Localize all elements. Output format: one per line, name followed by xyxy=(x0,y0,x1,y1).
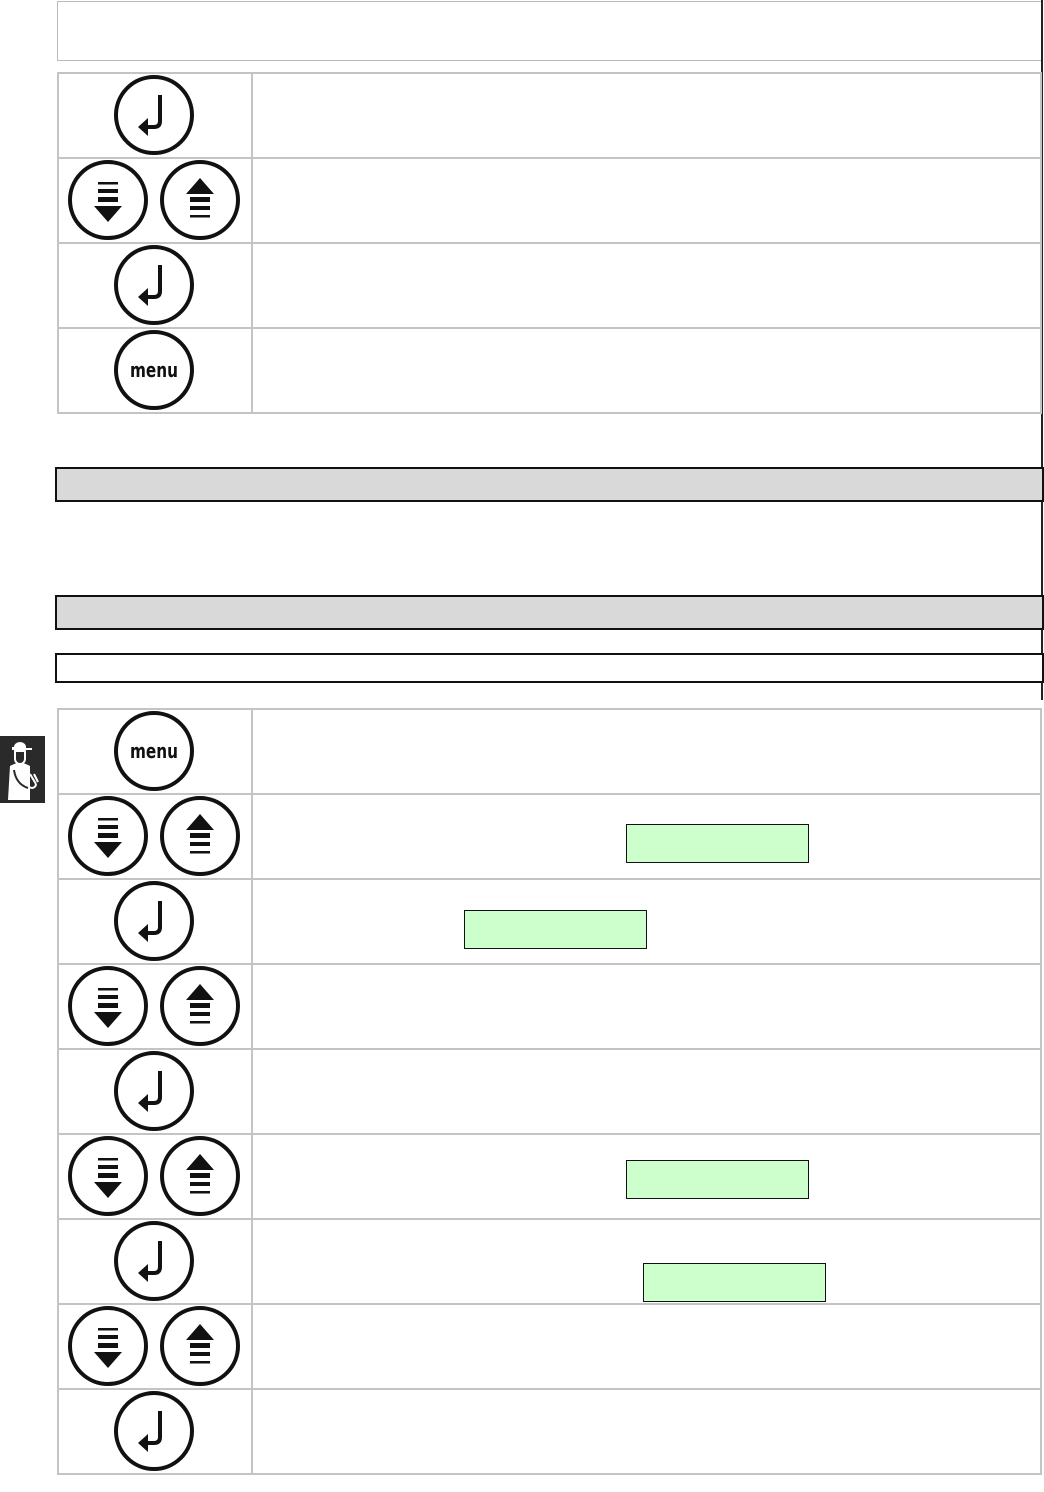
menu-button-icon[interactable]: menu xyxy=(114,329,196,412)
note-box xyxy=(57,1,1042,61)
scroll-up-button-icon[interactable] xyxy=(160,965,242,1048)
service-technician-icon xyxy=(0,736,45,803)
key-cell xyxy=(57,72,253,159)
description-cell xyxy=(251,1048,1042,1135)
scroll-down-button-icon[interactable] xyxy=(68,795,150,878)
step-row xyxy=(57,1218,1042,1305)
display-value-box xyxy=(626,824,809,863)
description-cell xyxy=(251,242,1042,329)
scroll-up-button-icon[interactable] xyxy=(160,1135,242,1218)
key-cell: menu xyxy=(57,708,253,795)
description-cell xyxy=(251,157,1042,244)
key-cell xyxy=(57,878,253,965)
description-cell xyxy=(251,708,1042,795)
step-row xyxy=(57,157,1042,244)
key-cell xyxy=(57,157,253,244)
step-row: menu xyxy=(57,708,1042,795)
svg-text:menu: menu xyxy=(130,739,178,763)
scroll-down-button-icon[interactable] xyxy=(68,159,150,242)
step-row xyxy=(57,72,1042,159)
enter-button-icon[interactable] xyxy=(114,1220,196,1303)
step-row xyxy=(57,1303,1042,1390)
step-row xyxy=(57,1388,1042,1475)
enter-button-icon[interactable] xyxy=(114,74,196,157)
key-cell: menu xyxy=(57,327,253,414)
step-row xyxy=(57,793,1042,880)
scroll-up-button-icon[interactable] xyxy=(160,795,242,878)
step-row xyxy=(57,963,1042,1050)
section-heading-bar xyxy=(55,467,1044,502)
enter-button-icon[interactable] xyxy=(114,880,196,963)
scroll-up-button-icon[interactable] xyxy=(160,1305,242,1388)
key-cell xyxy=(57,1218,253,1305)
step-row xyxy=(57,1133,1042,1220)
enter-button-icon[interactable] xyxy=(114,1050,196,1133)
description-cell xyxy=(251,1388,1042,1475)
scroll-down-button-icon[interactable] xyxy=(68,1305,150,1388)
step-row xyxy=(57,1048,1042,1135)
display-value-box xyxy=(464,910,647,949)
display-value-box xyxy=(643,1263,826,1302)
key-cell xyxy=(57,1048,253,1135)
description-cell xyxy=(251,72,1042,159)
key-cell xyxy=(57,1133,253,1220)
scroll-down-button-icon[interactable] xyxy=(68,965,150,1048)
subsection-bar xyxy=(55,653,1044,683)
key-steps-table-1: menu xyxy=(57,72,1042,414)
description-cell xyxy=(251,327,1042,414)
scroll-up-button-icon[interactable] xyxy=(160,159,242,242)
step-row xyxy=(57,242,1042,329)
description-cell xyxy=(251,963,1042,1050)
menu-button-icon[interactable]: menu xyxy=(114,710,196,793)
section-heading-bar xyxy=(55,595,1044,630)
enter-button-icon[interactable] xyxy=(114,1390,196,1473)
key-cell xyxy=(57,793,253,880)
key-cell xyxy=(57,1303,253,1390)
key-steps-table-2: menu xyxy=(57,708,1042,1475)
svg-text:menu: menu xyxy=(130,358,178,382)
key-cell xyxy=(57,963,253,1050)
page-edge-line xyxy=(1041,0,1043,700)
step-row: menu xyxy=(57,327,1042,414)
scroll-down-button-icon[interactable] xyxy=(68,1135,150,1218)
key-cell xyxy=(57,1388,253,1475)
enter-button-icon[interactable] xyxy=(114,244,196,327)
description-cell xyxy=(251,1303,1042,1390)
display-value-box xyxy=(626,1160,809,1199)
key-cell xyxy=(57,242,253,329)
